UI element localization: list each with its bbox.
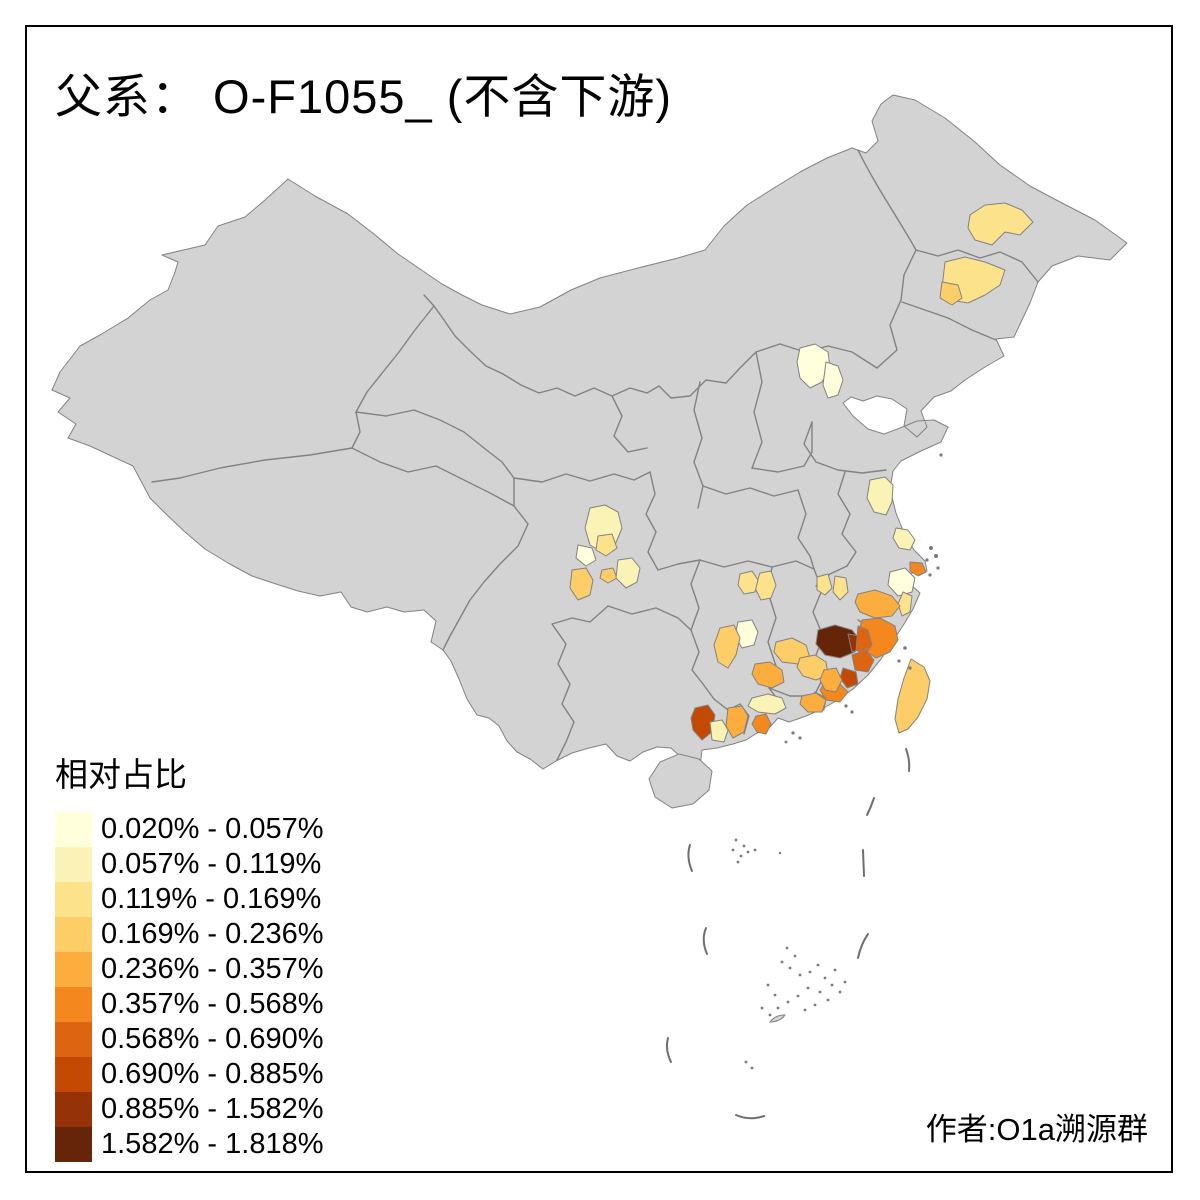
- map-region: [751, 713, 772, 735]
- mainland-outline: [51, 94, 1128, 798]
- map-region: [815, 624, 861, 659]
- legend-swatch: [55, 847, 92, 882]
- legend-row: 0.885% - 1.582%: [55, 1092, 323, 1127]
- legend-label: 1.582% - 1.818%: [101, 1128, 324, 1160]
- map-region: [832, 575, 849, 601]
- legend-swatch: [55, 1057, 92, 1092]
- legend-label: 0.169% - 0.236%: [101, 918, 324, 950]
- map-region: [575, 544, 597, 567]
- map-region: [737, 570, 759, 595]
- map-region: [751, 661, 785, 689]
- legend-label: 0.885% - 1.582%: [101, 1093, 324, 1125]
- map-region: [939, 281, 963, 306]
- legend-row: 0.119% - 0.169%: [55, 882, 323, 917]
- legend-label: 0.568% - 0.690%: [101, 1023, 324, 1055]
- map-region: [866, 476, 894, 516]
- map-region: [892, 527, 916, 551]
- map-region: [747, 693, 787, 715]
- south-china-sea-features: [666, 748, 911, 1120]
- legend-row: 0.057% - 0.119%: [55, 847, 323, 882]
- attribution-text: 作者:O1a溯源群: [925, 1112, 1148, 1147]
- legend-label: 0.357% - 0.568%: [101, 988, 324, 1020]
- legend-swatch: [55, 952, 92, 987]
- legend-label: 0.119% - 0.169%: [101, 883, 322, 915]
- choropleth-regions: [569, 202, 1034, 743]
- map-region: [851, 649, 875, 673]
- coastal-islands: [784, 453, 943, 744]
- hainan-island: [648, 753, 713, 809]
- map-region: [799, 692, 827, 713]
- legend-row: 0.020% - 0.057%: [55, 812, 323, 847]
- map-region: [599, 567, 618, 584]
- map-region: [822, 361, 844, 399]
- legend-label: 0.057% - 0.119%: [101, 848, 322, 880]
- map-region: [887, 567, 916, 597]
- legend-row: 0.690% - 0.885%: [55, 1057, 323, 1092]
- legend-row: 0.169% - 0.236%: [55, 917, 323, 952]
- legend-swatch: [55, 882, 92, 917]
- map-region: [725, 705, 749, 739]
- map-region: [690, 704, 716, 741]
- legend-swatch: [55, 1127, 92, 1162]
- map-region: [855, 625, 873, 656]
- legend-row: 0.236% - 0.357%: [55, 952, 323, 987]
- map-region: [709, 719, 729, 743]
- page-title: 父系： O-F1055_ (不含下游): [55, 70, 673, 123]
- map-region: [967, 202, 1034, 246]
- map-region: [796, 343, 831, 389]
- map-region: [615, 557, 641, 589]
- legend-swatch: [55, 987, 92, 1022]
- legend-swatch: [55, 812, 92, 847]
- map-region: [595, 533, 618, 557]
- map-region: [713, 624, 741, 669]
- legend-swatch: [55, 917, 92, 952]
- map-region: [569, 567, 594, 601]
- legend-label: 0.690% - 0.885%: [101, 1058, 324, 1090]
- map-region: [909, 561, 927, 577]
- legend-swatch: [55, 1022, 92, 1057]
- legend-row: 0.568% - 0.690%: [55, 1022, 323, 1057]
- legend-title: 相对占比: [55, 756, 187, 793]
- legend: 相对占比 0.020% - 0.057% 0.057% - 0.119% 0.1…: [55, 748, 323, 1162]
- legend-label: 0.236% - 0.357%: [101, 953, 324, 985]
- map-region: [854, 589, 901, 619]
- legend-row: 1.582% - 1.818%: [55, 1127, 323, 1162]
- legend-row: 0.357% - 0.568%: [55, 987, 323, 1022]
- map-region: [816, 573, 833, 596]
- map-region: [897, 591, 913, 617]
- legend-label: 0.020% - 0.057%: [101, 813, 324, 845]
- map-region: [894, 658, 931, 734]
- legend-swatch: [55, 1092, 92, 1127]
- map-region: [819, 667, 843, 693]
